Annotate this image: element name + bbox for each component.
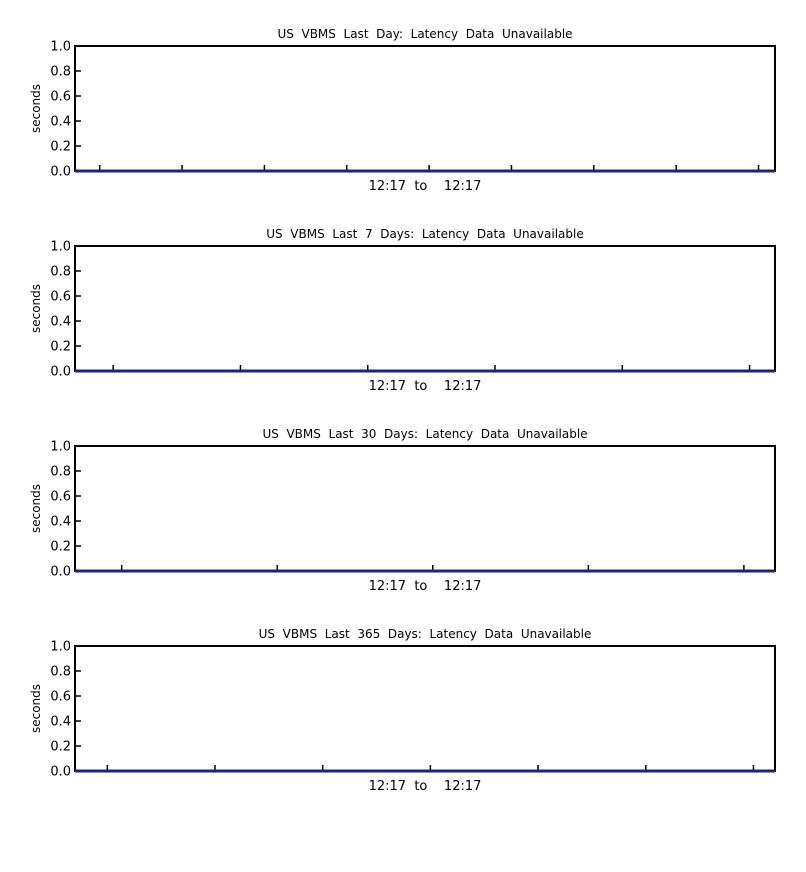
y-tick-label: 0.4 (50, 315, 71, 330)
y-tick-label: 0.8 (50, 65, 71, 80)
y-tick-label: 0.4 (50, 115, 71, 130)
y-tick-label: 0.8 (50, 665, 71, 680)
x-axis-label: 12:17 to 12:17 (369, 179, 482, 194)
chart-2: US VBMS Last 7 Days: Latency Data Unavai… (29, 227, 776, 394)
y-tick-label: 0.6 (50, 290, 71, 305)
y-tick-label: 0.8 (50, 265, 71, 280)
y-tick-label: 1.0 (50, 440, 71, 455)
x-axis-label: 12:17 to 12:17 (369, 379, 482, 394)
chart-title: US VBMS Last 7 Days: Latency Data Unavai… (266, 227, 583, 241)
chart-3: US VBMS Last 30 Days: Latency Data Unava… (29, 427, 776, 594)
y-axis-label: seconds (29, 284, 43, 333)
y-tick-label: 0.0 (50, 765, 71, 780)
y-tick-label: 0.2 (50, 740, 71, 755)
chart-title: US VBMS Last Day: Latency Data Unavailab… (277, 27, 572, 41)
y-tick-label: 1.0 (50, 240, 71, 255)
x-axis-label: 12:17 to 12:17 (369, 779, 482, 794)
y-tick-label: 0.2 (50, 140, 71, 155)
y-tick-label: 0.4 (50, 515, 71, 530)
y-tick-label: 0.6 (50, 90, 71, 105)
y-tick-label: 0.2 (50, 540, 71, 555)
plot-frame (74, 45, 776, 172)
y-tick-label: 0.0 (50, 565, 71, 580)
y-tick-label: 0.0 (50, 165, 71, 180)
plot-frame (74, 645, 776, 772)
y-tick-label: 0.2 (50, 340, 71, 355)
y-tick-label: 0.8 (50, 465, 71, 480)
y-axis-label: seconds (29, 84, 43, 133)
plot-frame (74, 245, 776, 372)
chart-1: US VBMS Last Day: Latency Data Unavailab… (29, 27, 776, 194)
y-tick-label: 0.4 (50, 715, 71, 730)
y-tick-label: 0.0 (50, 365, 71, 380)
y-tick-label: 1.0 (50, 40, 71, 55)
y-tick-label: 1.0 (50, 640, 71, 655)
chart-title: US VBMS Last 365 Days: Latency Data Unav… (259, 627, 592, 641)
x-axis-label: 12:17 to 12:17 (369, 579, 482, 594)
y-tick-label: 0.6 (50, 490, 71, 505)
y-axis-label: seconds (29, 484, 43, 533)
y-tick-label: 0.6 (50, 690, 71, 705)
y-axis-label: seconds (29, 684, 43, 733)
plot-frame (74, 445, 776, 572)
chart-title: US VBMS Last 30 Days: Latency Data Unava… (262, 427, 587, 441)
chart-4: US VBMS Last 365 Days: Latency Data Unav… (29, 627, 776, 794)
